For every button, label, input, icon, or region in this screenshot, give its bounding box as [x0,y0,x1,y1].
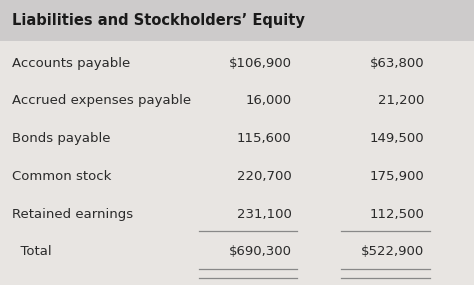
Text: 16,000: 16,000 [246,94,292,107]
Text: 149,500: 149,500 [370,132,424,145]
Text: Accrued expenses payable: Accrued expenses payable [12,94,191,107]
Text: 112,500: 112,500 [369,207,424,221]
Text: Accounts payable: Accounts payable [12,56,130,70]
Text: $63,800: $63,800 [370,56,424,70]
Text: $690,300: $690,300 [228,245,292,258]
Text: 21,200: 21,200 [378,94,424,107]
Text: Common stock: Common stock [12,170,111,183]
Text: 175,900: 175,900 [369,170,424,183]
Text: 231,100: 231,100 [237,207,292,221]
Text: Liabilities and Stockholders’ Equity: Liabilities and Stockholders’ Equity [12,13,305,28]
Text: $522,900: $522,900 [361,245,424,258]
Text: Total: Total [12,245,52,258]
Text: 115,600: 115,600 [237,132,292,145]
FancyBboxPatch shape [0,0,474,41]
Text: Bonds payable: Bonds payable [12,132,110,145]
Text: Retained earnings: Retained earnings [12,207,133,221]
Text: $106,900: $106,900 [228,56,292,70]
Text: 220,700: 220,700 [237,170,292,183]
